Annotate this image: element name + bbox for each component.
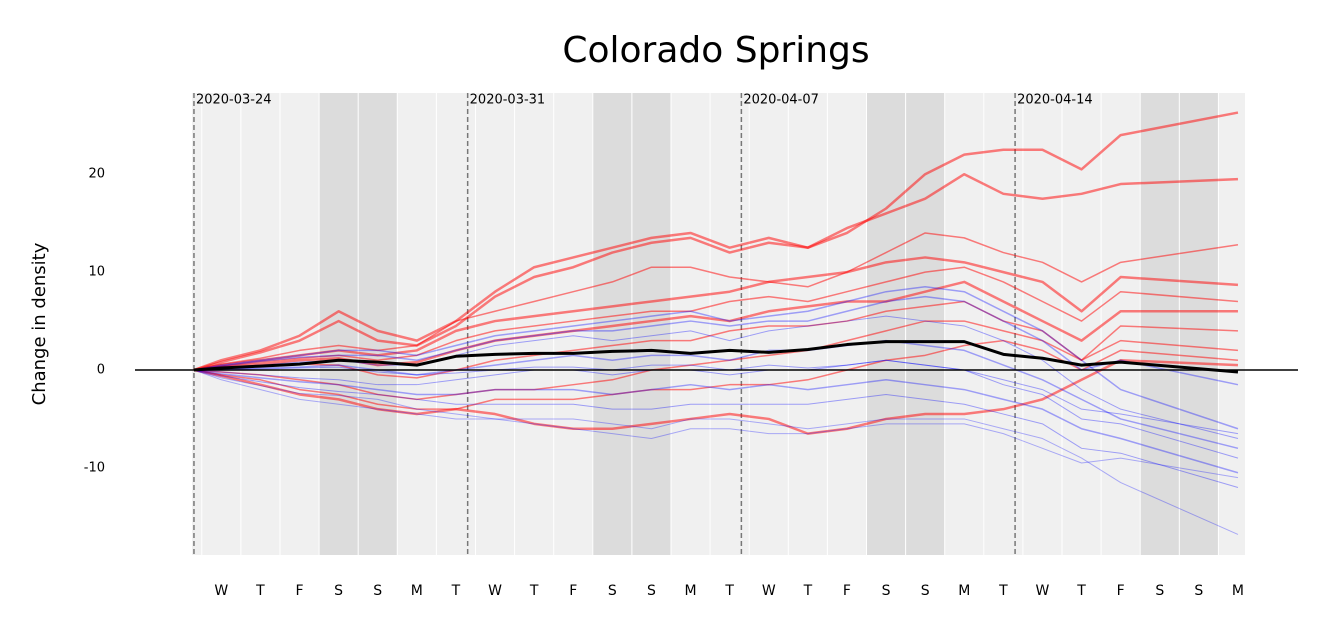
x-tick-label: W bbox=[214, 583, 228, 599]
series-line bbox=[193, 286, 1239, 430]
x-tick-label: S bbox=[647, 583, 656, 599]
week-label: 2020-03-31 bbox=[470, 93, 546, 108]
y-tick-label: 10 bbox=[88, 265, 105, 280]
week-label: 2020-04-07 bbox=[743, 93, 819, 108]
x-tick-label: T bbox=[1076, 583, 1086, 599]
x-tick-label: F bbox=[569, 583, 577, 599]
x-tick-label: T bbox=[451, 583, 461, 599]
x-tick-label: S bbox=[1194, 583, 1203, 599]
x-tick-label: W bbox=[488, 583, 502, 599]
x-tick-label: S bbox=[334, 583, 343, 599]
x-tick-label: S bbox=[373, 583, 382, 599]
series-line bbox=[193, 232, 1239, 371]
x-tick-label: T bbox=[255, 583, 265, 599]
series-line bbox=[193, 295, 1239, 386]
series-line bbox=[193, 369, 1239, 479]
y-axis-label: Change in density bbox=[29, 242, 50, 405]
x-tick-label: M bbox=[958, 583, 970, 599]
x-tick-label: T bbox=[998, 583, 1008, 599]
y-tick-label: 20 bbox=[88, 167, 105, 182]
x-tick-label: F bbox=[295, 583, 303, 599]
series-line bbox=[193, 111, 1239, 372]
series-line bbox=[193, 358, 1239, 435]
x-tick-label: T bbox=[803, 583, 813, 599]
x-tick-label: T bbox=[724, 583, 734, 599]
x-tick-label: S bbox=[882, 583, 891, 599]
series-line bbox=[193, 320, 1239, 401]
x-tick-label: F bbox=[843, 583, 851, 599]
x-tick-label: M bbox=[684, 583, 696, 599]
x-tick-label: F bbox=[1117, 583, 1125, 599]
x-tick-label: W bbox=[762, 583, 776, 599]
x-tick-label: S bbox=[921, 583, 930, 599]
series-line bbox=[193, 359, 1239, 435]
y-tick-label: -10 bbox=[84, 460, 105, 475]
series-line bbox=[193, 369, 1239, 474]
week-label: 2020-04-14 bbox=[1017, 93, 1093, 108]
x-tick-label: S bbox=[1155, 583, 1164, 599]
series-line bbox=[193, 266, 1239, 371]
x-tick-label: W bbox=[1036, 583, 1050, 599]
y-tick-label: 0 bbox=[97, 363, 105, 378]
series-line bbox=[193, 256, 1239, 372]
x-tick-label: T bbox=[529, 583, 539, 599]
series-line bbox=[193, 340, 1239, 374]
x-tick-label: S bbox=[608, 583, 617, 599]
chart-title: Colorado Springs bbox=[562, 30, 869, 71]
series-line bbox=[193, 300, 1238, 379]
x-tick-label: M bbox=[1232, 583, 1244, 599]
series-line bbox=[193, 339, 1239, 410]
series-line bbox=[193, 172, 1239, 372]
series-line bbox=[193, 369, 1239, 535]
week-label: 2020-03-24 bbox=[196, 93, 272, 108]
x-tick-label: M bbox=[411, 583, 423, 599]
series-line bbox=[193, 339, 1239, 450]
series-line bbox=[193, 369, 1239, 488]
